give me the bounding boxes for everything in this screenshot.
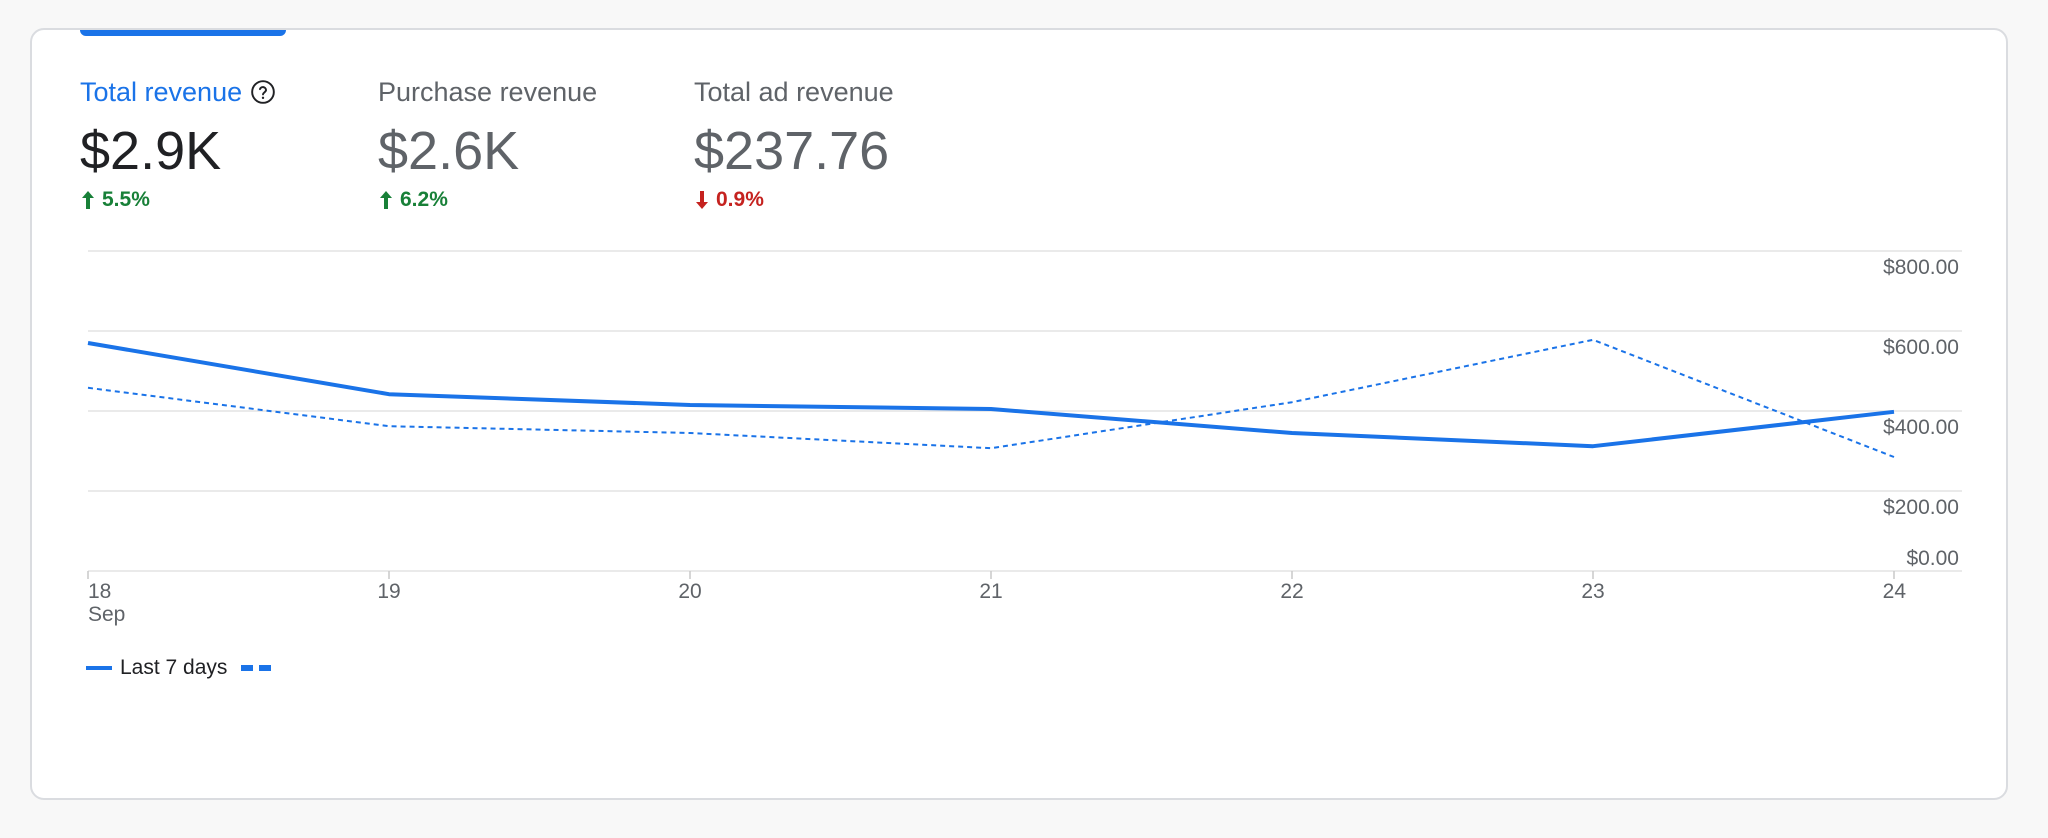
metric-change: 0.9% [694, 188, 894, 212]
metric-tab-total-revenue[interactable]: Total revenue $2.9K 5.5% [80, 76, 276, 212]
metric-change-value: 6.2% [400, 188, 448, 211]
y-tick-label: $600.00 [1883, 336, 1959, 359]
legend-dashed-swatch [241, 665, 274, 671]
metric-value: $2.6K [378, 121, 520, 181]
revenue-card: Total revenue $2.9K 5.5% Purchase revenu… [30, 28, 2008, 800]
legend-label: Last 7 days [120, 656, 228, 679]
y-tick-label: $200.00 [1883, 496, 1959, 519]
arrow-down-icon [696, 191, 708, 209]
x-tick-label: 18 [88, 580, 111, 603]
active-tab-indicator [80, 30, 286, 36]
comparison-series-line [87, 338, 1895, 458]
metric-tab-total-ad-revenue[interactable]: Total ad revenue $237.76 0.9% [694, 76, 894, 212]
x-tick-label: 19 [377, 580, 400, 603]
x-tick-label: 23 [1581, 580, 1604, 603]
metric-value: $237.76 [694, 121, 890, 181]
revenue-line-chart: $0.00 $200.00 $400.00 $600.00 $800.00 18 19 20 2… [87, 250, 1962, 626]
y-tick-label: $400.00 [1883, 416, 1959, 439]
metric-change-value: 0.9% [716, 188, 764, 211]
metric-label: Purchase revenue [378, 76, 597, 108]
metric-label: Total ad revenue [694, 76, 894, 108]
metric-label-text: Total ad revenue [694, 77, 894, 107]
metric-label-text: Total revenue [80, 77, 243, 107]
metric-change: 5.5% [80, 188, 276, 212]
x-tick-label: 21 [979, 580, 1002, 603]
chart-legend: Last 7 days [86, 656, 274, 680]
x-tick-label: 22 [1280, 580, 1303, 603]
arrow-up-icon [380, 191, 392, 209]
x-tick-label: 24 [1883, 580, 1907, 603]
metric-tab-purchase-revenue[interactable]: Purchase revenue $2.6K 6.2% [378, 76, 597, 212]
metric-change-value: 5.5% [102, 188, 150, 211]
x-tick-label: 20 [678, 580, 701, 603]
metric-change: 6.2% [378, 188, 597, 212]
y-tick-label: $0.00 [1906, 547, 1959, 570]
x-tick-sublabel: Sep [88, 603, 125, 626]
metric-value: $2.9K [80, 121, 222, 181]
help-circle-icon[interactable] [250, 79, 276, 105]
legend-solid-swatch [86, 666, 112, 670]
y-tick-label: $800.00 [1883, 256, 1959, 279]
series-line-last-7-days [87, 341, 1895, 449]
metric-label: Total revenue [80, 76, 276, 108]
arrow-up-icon [82, 191, 94, 209]
metric-label-text: Purchase revenue [378, 77, 598, 107]
